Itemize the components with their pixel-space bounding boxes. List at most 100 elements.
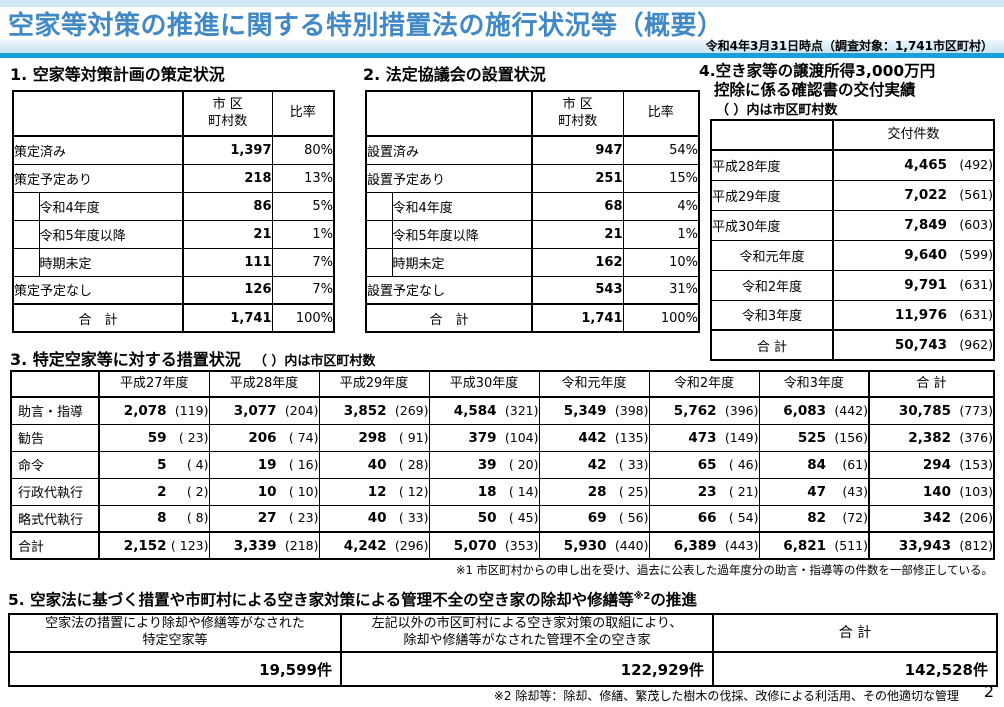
section4-heading-line1: 4.空き家等の譲渡所得3,000万円 bbox=[699, 62, 936, 80]
value: 473 bbox=[688, 429, 717, 446]
paren: (204) bbox=[284, 402, 319, 418]
measures-table: 平成27年度 平成28年度 平成29年度 平成30年度 令和元年度 令和2年度 … bbox=[10, 370, 995, 560]
value: 525 bbox=[797, 429, 826, 446]
measure-cell: 5,070 (353) bbox=[428, 531, 540, 560]
measure-label: 勧告 bbox=[10, 423, 100, 452]
table-row: 令和5年度以降 21 1% bbox=[365, 219, 700, 249]
ratio-value: 1% bbox=[271, 219, 335, 249]
row-label: 設置予定あり bbox=[365, 163, 533, 193]
table-row: 平成30年度 7,849 (603) bbox=[710, 209, 995, 241]
value: 3,852 bbox=[343, 402, 387, 419]
measure-cell: 5,349 (398) bbox=[538, 396, 650, 425]
footnote-1: ※1 市区町村からの申し出を受け、過去に公表した過年度分の助言・指導等の件数を一… bbox=[455, 563, 993, 577]
table-row: 設置予定なし 543 31% bbox=[365, 275, 700, 305]
col-header-ratio: 比率 bbox=[271, 90, 335, 137]
paren: (156) bbox=[834, 429, 868, 445]
value: 5,070 bbox=[453, 537, 497, 554]
col-header-year: 平成29年度 bbox=[318, 370, 430, 398]
section5-heading-sup: ※2 bbox=[633, 590, 651, 602]
value: 50 bbox=[477, 510, 497, 527]
paren: ( 20) bbox=[508, 456, 539, 472]
paren: (72) bbox=[842, 510, 868, 526]
paren: ( 56) bbox=[618, 510, 649, 526]
measure-cell: 50 ( 45) bbox=[428, 504, 540, 533]
ratio-value: 1% bbox=[622, 219, 700, 249]
paren: ( 14) bbox=[508, 483, 539, 499]
section5-heading-tail: の推進 bbox=[650, 591, 697, 609]
paren: (104) bbox=[504, 429, 539, 445]
paren: ( 12) bbox=[398, 483, 429, 499]
ratio-value: 100% bbox=[271, 303, 335, 333]
section5-heading: 5. 空家法に基づく措置や市町村による空き家対策による管理不全の空き家の除却や修… bbox=[8, 588, 697, 610]
paren: ( 33) bbox=[398, 510, 429, 526]
col-header-municipality-count: 市 区町村数 bbox=[182, 90, 273, 137]
certificate-issuance-table: 交付件数 平成28年度 4,465 (492) 平成29年度 7,022 (561)… bbox=[710, 119, 995, 361]
value: 6,389 bbox=[673, 537, 717, 554]
section4-note: （ ）内は市区町村数 bbox=[716, 103, 838, 118]
paren: (376) bbox=[959, 429, 993, 445]
issued-count: 11,976 (631) bbox=[832, 299, 995, 331]
value: 12 bbox=[367, 483, 387, 500]
paren: ( 91) bbox=[398, 429, 429, 445]
paren: ( 123) bbox=[170, 537, 209, 553]
measure-cell: 4,242 (296) bbox=[318, 531, 430, 560]
value: 69 bbox=[587, 510, 607, 527]
measure-cell: 2,078 (119) bbox=[98, 396, 210, 425]
issued-count: 50,743 (962) bbox=[832, 329, 995, 361]
page-title: 空家等対策の推進に関する特別措置法の施行状況等（概要） bbox=[8, 11, 724, 41]
municipality-paren: (599) bbox=[959, 247, 993, 262]
municipality-count: 1,741 bbox=[182, 303, 273, 333]
table-row: 令和2年度 9,791 (631) bbox=[710, 269, 995, 301]
value: 4,465 bbox=[904, 157, 947, 174]
value: 65 bbox=[697, 456, 717, 473]
measure-cell: 8 ( 8) bbox=[98, 504, 210, 533]
value: 5,349 bbox=[563, 402, 607, 419]
paren: (398) bbox=[614, 402, 649, 418]
measure-cell: 3,339 (218) bbox=[208, 531, 320, 560]
municipality-count: 86 bbox=[182, 191, 273, 221]
ratio-value: 80% bbox=[271, 135, 335, 165]
paren: (296) bbox=[394, 537, 429, 553]
municipality-paren: (561) bbox=[959, 187, 993, 202]
measure-label: 助言・指導 bbox=[10, 396, 100, 425]
total-count: 142,528件 bbox=[712, 651, 998, 687]
table-row: 略式代執行 8 ( 8) 27 ( 23) 40 ( 33) 50 ( 45) 69 ( … bbox=[10, 504, 995, 533]
paren: (103) bbox=[959, 483, 993, 499]
paren: ( 8) bbox=[186, 510, 209, 526]
total-label: 合 計 bbox=[12, 303, 184, 333]
row-sublabel: 時期未定 bbox=[38, 247, 184, 277]
value: 40 bbox=[367, 456, 387, 473]
paren: ( 23) bbox=[288, 510, 319, 526]
measure-label: 略式代執行 bbox=[10, 504, 100, 533]
row-sublabel: 令和5年度以降 bbox=[38, 219, 184, 249]
municipality-count: 21 bbox=[182, 219, 273, 249]
value: 4,242 bbox=[343, 537, 387, 554]
measure-total-cell: 294 (153) bbox=[868, 450, 995, 479]
paren: (440) bbox=[614, 537, 649, 553]
indent-gutter bbox=[12, 219, 40, 249]
value: 5,762 bbox=[673, 402, 717, 419]
value: 66 bbox=[697, 510, 717, 527]
col-header-special-vacant: 空家法の措置により除却や修繕等がなされた 特定空家等 bbox=[8, 613, 342, 653]
paren: ( 25) bbox=[618, 483, 649, 499]
paren: ( 74) bbox=[288, 429, 319, 445]
measure-cell: 6,821 (511) bbox=[758, 531, 870, 560]
value: 18 bbox=[477, 483, 497, 500]
ratio-value: 15% bbox=[622, 163, 700, 193]
value: 6,821 bbox=[783, 537, 826, 554]
municipality-count: 21 bbox=[531, 219, 624, 249]
section5-heading-text: 5. 空家法に基づく措置や市町村による空き家対策による管理不全の空き家の除却や修… bbox=[8, 591, 634, 609]
col-header-year: 令和元年度 bbox=[538, 370, 650, 398]
total-label: 合計 bbox=[10, 531, 100, 560]
measure-cell: 69 ( 56) bbox=[538, 504, 650, 533]
row-label: 設置予定なし bbox=[365, 275, 533, 305]
paren: (269) bbox=[394, 402, 429, 418]
section1-heading: 1. 空家等対策計画の策定状況 bbox=[10, 65, 225, 84]
measure-cell: 206 ( 74) bbox=[208, 423, 320, 452]
paren: ( 21) bbox=[728, 483, 759, 499]
paren: ( 10) bbox=[288, 483, 319, 499]
table-row: 設置予定あり 251 15% bbox=[365, 163, 700, 193]
header-row: 空家法の措置により除却や修繕等がなされた 特定空家等 左記以外の市区町村による空き… bbox=[8, 613, 998, 653]
paren: (43) bbox=[842, 483, 868, 499]
blank-header-cell bbox=[12, 90, 184, 137]
